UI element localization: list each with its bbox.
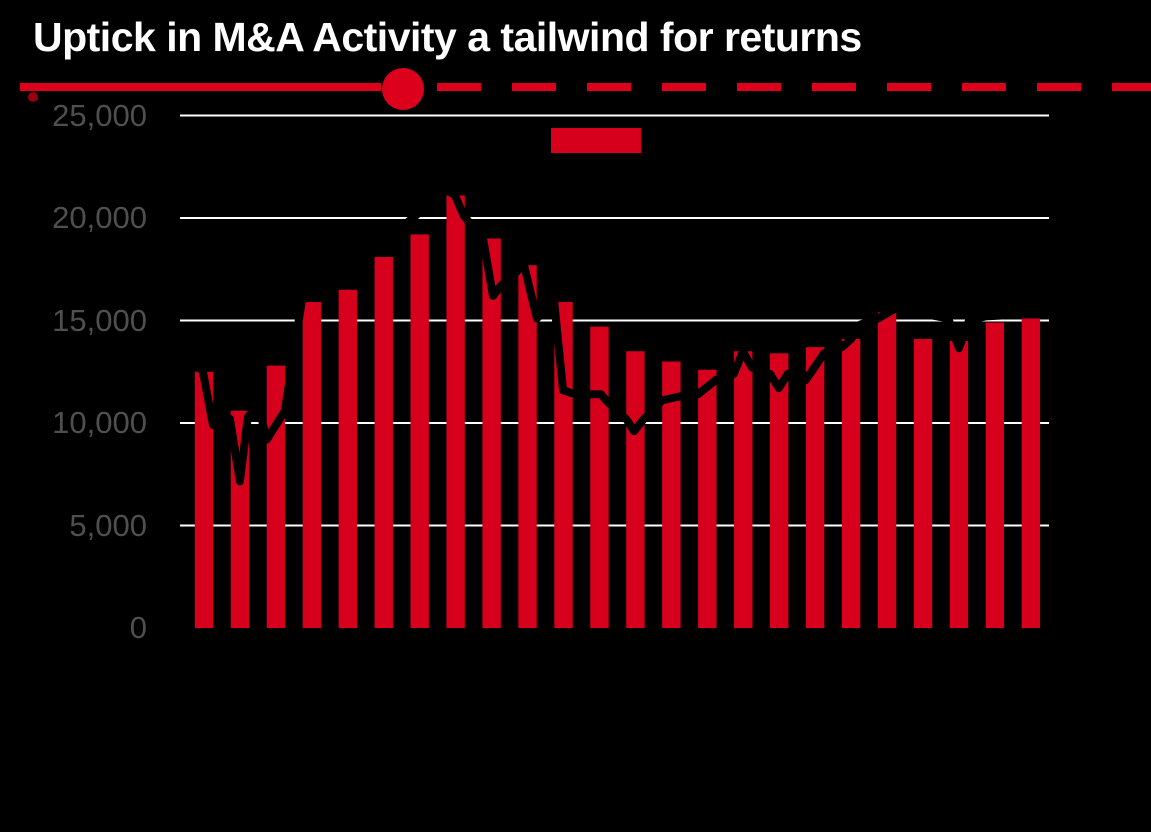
bar-22 xyxy=(949,341,969,628)
bar-6 xyxy=(374,256,393,628)
bar-1 xyxy=(194,371,214,628)
bar-23 xyxy=(985,322,1005,628)
overlay-line-series xyxy=(189,185,1041,486)
chart-title: Uptick in M&A Activity a tailwind for re… xyxy=(33,14,862,60)
header-accent-line-solid xyxy=(20,83,381,91)
bar-20 xyxy=(877,312,897,628)
bar-12 xyxy=(590,326,609,628)
y-axis-tick-label: 5,000 xyxy=(69,507,147,543)
bar-8 xyxy=(446,195,465,628)
y-axis-tick-label: 0 xyxy=(129,610,147,645)
header-accent-circle-icon xyxy=(382,68,424,110)
y-axis-tick-label: 20,000 xyxy=(52,200,147,235)
bar-19 xyxy=(841,338,861,628)
y-axis-tick-label: 10,000 xyxy=(52,405,147,440)
bar-9 xyxy=(482,238,501,628)
bar-14 xyxy=(662,361,681,628)
bar-7 xyxy=(410,234,429,628)
bar-15 xyxy=(698,369,717,628)
bar-10 xyxy=(518,265,537,628)
header-accent-line-dashed xyxy=(437,83,1151,91)
bar-13 xyxy=(626,351,645,628)
bar-5 xyxy=(338,289,357,628)
bar-18 xyxy=(805,347,825,628)
bar-4 xyxy=(302,302,322,628)
header-accent-dot-icon xyxy=(28,92,38,102)
legend-bar-swatch xyxy=(551,128,641,153)
bar-16 xyxy=(734,351,753,628)
y-axis-tick-label: 25,000 xyxy=(52,97,147,133)
y-axis-tick-label: 15,000 xyxy=(52,302,147,338)
bar-24 xyxy=(1021,318,1041,628)
y-axis-labels: 25,000 20,000 15,000 10,000 5,000 0 xyxy=(0,0,147,832)
bar-17 xyxy=(770,353,789,628)
bar-21 xyxy=(913,338,933,628)
